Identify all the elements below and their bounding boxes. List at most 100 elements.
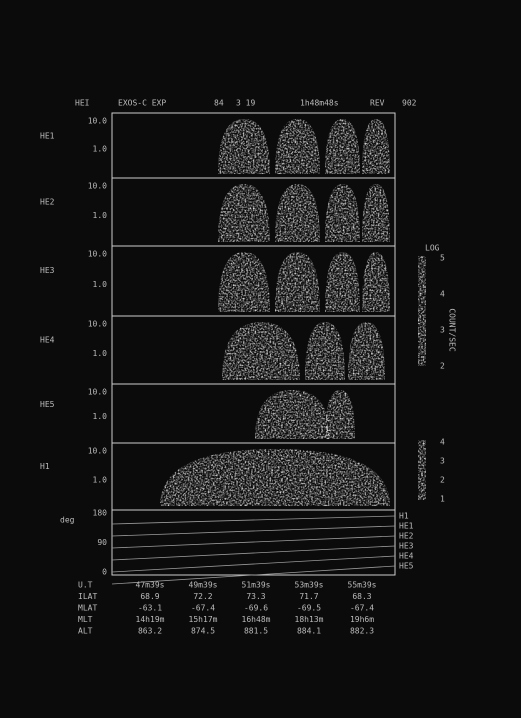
spectrogram-texture bbox=[218, 184, 270, 242]
row-value: 47m39s bbox=[136, 581, 165, 590]
row-value: 73.3 bbox=[246, 592, 265, 601]
row-value: -67.4 bbox=[350, 604, 374, 613]
row-value: 72.2 bbox=[193, 592, 212, 601]
y-tick-label: 10.0 bbox=[88, 320, 107, 329]
y-tick-label: 1.0 bbox=[93, 349, 108, 358]
row-label: ILAT bbox=[78, 592, 97, 601]
row-value: 863.2 bbox=[138, 627, 162, 636]
row-label: U.T bbox=[78, 581, 93, 590]
y-tick-label: 10.0 bbox=[88, 250, 107, 259]
header-text: 902 bbox=[402, 99, 417, 108]
spectrogram-texture bbox=[362, 119, 390, 174]
spectrogram-texture bbox=[305, 322, 345, 380]
colorbar-tick: 2 bbox=[440, 476, 445, 485]
y-tick-label: 1.0 bbox=[93, 412, 108, 421]
y-tick-label: 90 bbox=[97, 538, 107, 547]
row-value: 882.3 bbox=[350, 627, 374, 636]
legend-label: HE2 bbox=[399, 532, 414, 541]
row-value: 51m39s bbox=[242, 581, 271, 590]
colorbar-unit: COUNT/SEC bbox=[448, 308, 457, 352]
panel-label: HE4 bbox=[40, 335, 55, 344]
legend-label: HE3 bbox=[399, 542, 414, 551]
angle-trace bbox=[111, 525, 396, 537]
angle-trace bbox=[111, 565, 396, 585]
y-tick-label: 0 bbox=[102, 568, 107, 577]
row-value: 53m39s bbox=[295, 581, 324, 590]
row-value: 874.5 bbox=[191, 627, 215, 636]
row-value: 16h48m bbox=[242, 615, 271, 624]
row-value: 71.7 bbox=[299, 592, 318, 601]
row-label: MLT bbox=[78, 615, 93, 624]
panel-label: H1 bbox=[40, 462, 50, 471]
y-tick-label: 1.0 bbox=[93, 475, 108, 484]
colorbar-tick: 1 bbox=[440, 495, 445, 504]
spectrogram-texture bbox=[362, 252, 390, 312]
legend-label: HE4 bbox=[399, 552, 414, 561]
header-text: 1h48m48s bbox=[300, 99, 339, 108]
spectrogram-texture bbox=[222, 322, 300, 380]
colorbar-tick: 3 bbox=[440, 326, 445, 335]
y-tick-label: 10.0 bbox=[88, 117, 107, 126]
row-label: ALT bbox=[78, 627, 93, 636]
spectrogram-texture bbox=[275, 184, 320, 242]
row-value: -67.4 bbox=[191, 604, 215, 613]
spectrogram-texture bbox=[325, 119, 360, 174]
angle-trace bbox=[111, 545, 396, 561]
row-value: 881.5 bbox=[244, 627, 268, 636]
legend-label: HE1 bbox=[399, 522, 414, 531]
angle-trace bbox=[111, 515, 396, 525]
angle-trace bbox=[111, 535, 396, 549]
row-value: 68.9 bbox=[140, 592, 159, 601]
row-value: -69.5 bbox=[297, 604, 321, 613]
row-label: MLAT bbox=[78, 604, 97, 613]
header-text: 84 bbox=[214, 99, 224, 108]
header-text: EXOS-C EXP bbox=[118, 99, 166, 108]
colorbar bbox=[418, 440, 426, 500]
y-tick-label: 1.0 bbox=[93, 211, 108, 220]
colorbar-tick: 4 bbox=[440, 290, 445, 299]
colorbar-tick: 2 bbox=[440, 362, 445, 371]
colorbar-tick: 3 bbox=[440, 457, 445, 466]
plot: HEI EXOS-C EXP 84 3 19 1h48m48s REV 902HE110.0… bbox=[40, 99, 457, 636]
spectrogram-texture bbox=[325, 252, 360, 312]
panel-label: HE1 bbox=[40, 131, 55, 140]
row-value: 68.3 bbox=[352, 592, 371, 601]
panel-label: deg bbox=[60, 516, 75, 525]
spectrogram-texture bbox=[255, 390, 330, 439]
panel-label: HE3 bbox=[40, 266, 55, 275]
row-value: -63.1 bbox=[138, 604, 162, 613]
y-tick-label: 1.0 bbox=[93, 144, 108, 153]
spectrogram-texture bbox=[325, 184, 360, 242]
header-text: HEI bbox=[75, 99, 90, 108]
row-value: 19h6m bbox=[350, 615, 374, 624]
spectrogram-texture bbox=[160, 449, 390, 506]
angle-trace bbox=[111, 555, 396, 573]
spectrogram-texture bbox=[218, 119, 270, 174]
colorbar-tick: 4 bbox=[440, 438, 445, 447]
header-text: REV bbox=[370, 99, 385, 108]
y-tick-label: 180 bbox=[93, 509, 108, 518]
row-value: 18h13m bbox=[295, 615, 324, 624]
y-tick-label: 10.0 bbox=[88, 447, 107, 456]
spectrogram-texture bbox=[325, 390, 355, 439]
legend-label: HE5 bbox=[399, 562, 414, 571]
y-tick-label: 10.0 bbox=[88, 182, 107, 191]
colorbar-tick: 5 bbox=[440, 254, 445, 263]
panel-label: HE2 bbox=[40, 197, 55, 206]
row-value: 49m39s bbox=[189, 581, 218, 590]
row-value: 55m39s bbox=[348, 581, 377, 590]
y-tick-label: 1.0 bbox=[93, 280, 108, 289]
spectrogram-texture bbox=[275, 252, 320, 312]
colorbar bbox=[418, 256, 426, 366]
row-value: 884.1 bbox=[297, 627, 321, 636]
header-text: 3 19 bbox=[236, 99, 255, 108]
row-value: 14h19m bbox=[136, 615, 165, 624]
colorbar-title: LOG bbox=[425, 244, 440, 253]
panel-label: HE5 bbox=[40, 400, 55, 409]
spectrogram-texture bbox=[362, 184, 390, 242]
spectrogram-texture bbox=[275, 119, 320, 174]
row-value: -69.6 bbox=[244, 604, 268, 613]
legend-label: H1 bbox=[399, 512, 409, 521]
spectrogram-texture bbox=[218, 252, 270, 312]
